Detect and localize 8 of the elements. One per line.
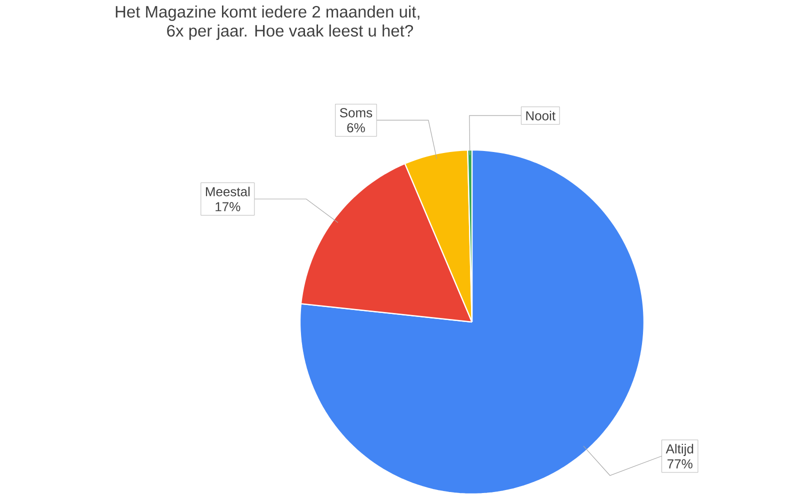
data-label: 77% [668,459,692,468]
slice-label: Meestal [206,186,250,196]
chart-title: Het Magazine komt iedere 2 maanden uit, 6x per jaar. Hoe vaak leest u het? [116,6,420,40]
data-label: 17% [216,202,240,212]
data-label: 6% [347,123,365,132]
slice-label: Altijd [666,444,694,456]
slice-label: Nooit [526,110,556,120]
slice-label: Soms [340,108,372,118]
